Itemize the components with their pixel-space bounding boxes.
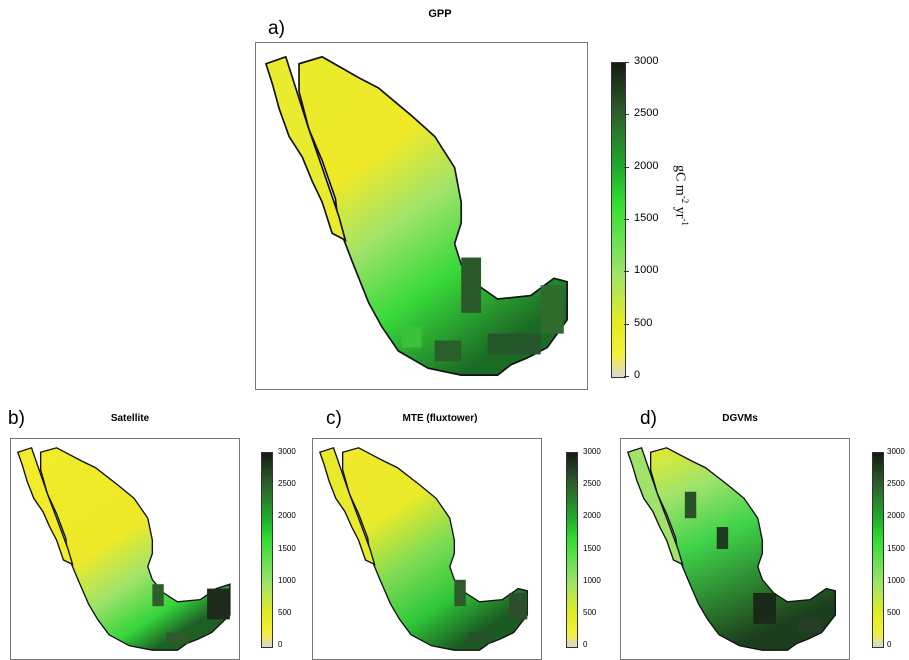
panel-label: b) bbox=[8, 408, 25, 429]
panel-label: a) bbox=[268, 18, 285, 39]
panel-title: DGVMs bbox=[722, 413, 758, 424]
mexico-map bbox=[16, 446, 231, 651]
colorbar-tick-label: 500 bbox=[634, 317, 653, 329]
colorbar-tick-label: 1000 bbox=[634, 264, 659, 276]
colorbar bbox=[611, 62, 626, 378]
unit-label: gC m-2 yr-1 bbox=[672, 165, 690, 226]
colorbar-tick-label: 2500 bbox=[634, 107, 659, 119]
colorbar-tick-label: 2000 bbox=[634, 160, 659, 172]
panel-title: MTE (fluxtower) bbox=[402, 413, 478, 424]
map-frame bbox=[10, 438, 240, 660]
colorbar-tick-label: 3000 bbox=[278, 447, 296, 456]
mexico-map bbox=[264, 55, 568, 377]
colorbar-tick-label: 2500 bbox=[583, 479, 601, 488]
colorbar-tick bbox=[624, 324, 629, 325]
baja-shape bbox=[264, 55, 347, 242]
baja-shape bbox=[318, 446, 376, 566]
colorbar-tick-label: 0 bbox=[278, 640, 283, 649]
panel-title: Satellite bbox=[110, 413, 150, 424]
colorbar-tick-label: 3000 bbox=[583, 447, 601, 456]
colorbar bbox=[261, 452, 273, 648]
colorbar-tick-label: 500 bbox=[583, 608, 597, 617]
colorbar-tick bbox=[624, 219, 629, 220]
colorbar-tick-label: 1000 bbox=[583, 576, 601, 585]
colorbar-tick-label: 2500 bbox=[278, 479, 296, 488]
mainland-shape bbox=[39, 447, 231, 651]
colorbar-tick-label: 0 bbox=[887, 640, 892, 649]
colorbar-tick-label: 1500 bbox=[634, 212, 659, 224]
colorbar-tick bbox=[624, 167, 629, 168]
mexico-map bbox=[626, 446, 837, 651]
map-frame bbox=[312, 438, 542, 660]
colorbar bbox=[872, 452, 884, 648]
colorbar-tick bbox=[624, 376, 629, 377]
colorbar-tick bbox=[624, 114, 629, 115]
colorbar-tick-label: 1000 bbox=[887, 576, 905, 585]
colorbar-tick-label: 2000 bbox=[887, 511, 905, 520]
colorbar-tick-label: 1000 bbox=[278, 576, 296, 585]
panel-title: GPP bbox=[428, 8, 452, 20]
colorbar-tick-label: 1500 bbox=[583, 544, 601, 553]
colorbar-tick-label: 1500 bbox=[887, 544, 905, 553]
colorbar-tick-label: 2500 bbox=[887, 479, 905, 488]
colorbar bbox=[566, 452, 578, 648]
map-frame bbox=[255, 42, 588, 390]
panel-label: c) bbox=[326, 408, 342, 429]
colorbar-tick bbox=[624, 62, 629, 63]
colorbar-tick-label: 500 bbox=[887, 608, 901, 617]
baja-shape bbox=[626, 446, 684, 566]
colorbar-tick bbox=[624, 271, 629, 272]
colorbar-tick-label: 3000 bbox=[634, 55, 659, 67]
colorbar-tick-label: 2000 bbox=[278, 511, 296, 520]
colorbar-tick-label: 2000 bbox=[583, 511, 601, 520]
baja-shape bbox=[16, 446, 74, 566]
colorbar-tick-label: 0 bbox=[583, 640, 588, 649]
colorbar-tick-label: 3000 bbox=[887, 447, 905, 456]
colorbar-tick-label: 500 bbox=[278, 608, 292, 617]
colorbar-tick-label: 0 bbox=[634, 369, 641, 381]
mexico-map bbox=[318, 446, 529, 651]
panel-label: d) bbox=[640, 408, 657, 429]
colorbar-tick-label: 1500 bbox=[278, 544, 296, 553]
map-frame bbox=[620, 438, 850, 660]
